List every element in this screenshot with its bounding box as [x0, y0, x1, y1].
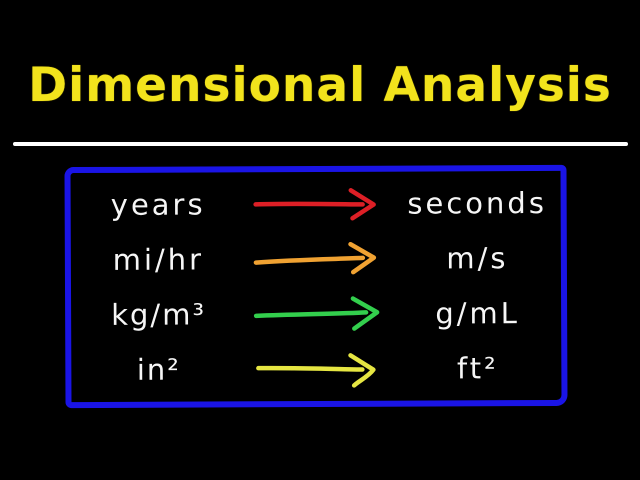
unit-from: in² — [136, 352, 181, 388]
green-arrow-right-icon — [246, 294, 394, 335]
red-arrow-right-icon — [246, 183, 394, 224]
conversion-row-in2-ft2: in² ft² — [71, 341, 561, 398]
conversion-row-years-seconds: years seconds — [71, 175, 561, 232]
conversion-row-mihr-ms: mi/hr m/s — [71, 230, 561, 287]
unit-from: kg/m³ — [111, 297, 207, 333]
unit-to: m/s — [446, 241, 509, 276]
unit-to: ft² — [456, 351, 499, 386]
conversion-row-kgm3-gml: kg/m³ g/mL — [71, 286, 561, 343]
page-title: Dimensional Analysis — [28, 58, 612, 113]
unit-to: seconds — [407, 185, 547, 221]
unit-to: g/mL — [435, 296, 520, 331]
conversions-box: years seconds mi/hr — [64, 164, 568, 409]
orange-arrow-right-icon — [246, 239, 394, 280]
unit-from: years — [110, 187, 206, 222]
yellow-arrow-right-icon — [246, 349, 394, 390]
title-underline — [13, 142, 628, 146]
unit-from: mi/hr — [112, 242, 205, 277]
